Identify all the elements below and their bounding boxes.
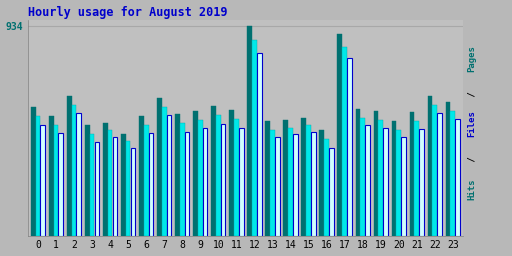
Bar xyxy=(76,113,81,236)
Bar xyxy=(108,130,113,236)
Bar xyxy=(383,128,388,236)
Bar xyxy=(437,113,442,236)
Bar xyxy=(288,128,293,236)
Bar xyxy=(306,125,311,236)
Bar xyxy=(337,34,342,236)
Bar xyxy=(54,125,58,236)
Bar xyxy=(283,120,288,236)
Bar xyxy=(414,121,419,236)
Bar xyxy=(270,130,275,236)
Bar xyxy=(247,26,252,236)
Bar xyxy=(36,116,40,236)
Bar xyxy=(193,111,198,236)
Bar xyxy=(265,121,270,236)
Bar xyxy=(360,118,365,236)
Bar xyxy=(365,125,370,236)
Bar xyxy=(302,118,306,236)
Text: /: / xyxy=(467,151,476,167)
Bar xyxy=(319,130,324,236)
Bar xyxy=(180,123,185,236)
Bar xyxy=(85,125,90,236)
Text: Pages: Pages xyxy=(467,45,476,72)
Bar xyxy=(148,133,153,236)
Bar xyxy=(347,58,352,236)
Bar xyxy=(198,120,203,236)
Bar xyxy=(103,123,108,236)
Bar xyxy=(342,47,347,236)
Bar xyxy=(324,139,329,236)
Bar xyxy=(455,119,460,236)
Bar xyxy=(167,115,172,236)
Bar xyxy=(121,134,126,236)
Bar xyxy=(329,148,334,236)
Bar xyxy=(311,132,316,236)
Bar xyxy=(144,125,148,236)
Text: Files: Files xyxy=(467,110,476,137)
Bar xyxy=(355,109,360,236)
Bar xyxy=(49,116,54,236)
Bar xyxy=(126,141,131,236)
Bar xyxy=(216,115,221,236)
Bar xyxy=(162,108,166,236)
Bar xyxy=(229,110,234,236)
Bar xyxy=(401,137,406,236)
Bar xyxy=(203,128,207,236)
Bar xyxy=(446,102,451,236)
Bar xyxy=(428,96,432,236)
Bar xyxy=(239,128,244,236)
Bar xyxy=(396,130,401,236)
Bar xyxy=(419,129,424,236)
Bar xyxy=(113,137,117,236)
Bar xyxy=(139,116,144,236)
Bar xyxy=(433,105,437,236)
Text: Hourly usage for August 2019: Hourly usage for August 2019 xyxy=(28,6,227,18)
Text: /: / xyxy=(467,86,476,102)
Bar xyxy=(72,105,76,236)
Bar xyxy=(257,54,262,236)
Bar xyxy=(293,134,297,236)
Bar xyxy=(67,96,72,236)
Bar xyxy=(31,108,35,236)
Text: Hits: Hits xyxy=(467,178,476,200)
Bar xyxy=(275,137,280,236)
Bar xyxy=(185,132,189,236)
Bar xyxy=(175,114,180,236)
Bar xyxy=(40,125,45,236)
Bar xyxy=(374,111,378,236)
Bar xyxy=(211,106,216,236)
Bar xyxy=(157,98,162,236)
Bar xyxy=(234,119,239,236)
Bar xyxy=(58,133,63,236)
Bar xyxy=(451,111,455,236)
Bar xyxy=(95,142,99,236)
Bar xyxy=(131,148,135,236)
Bar xyxy=(252,40,257,236)
Bar xyxy=(410,112,414,236)
Bar xyxy=(221,124,225,236)
Bar xyxy=(90,134,94,236)
Bar xyxy=(378,120,383,236)
Bar xyxy=(392,121,396,236)
